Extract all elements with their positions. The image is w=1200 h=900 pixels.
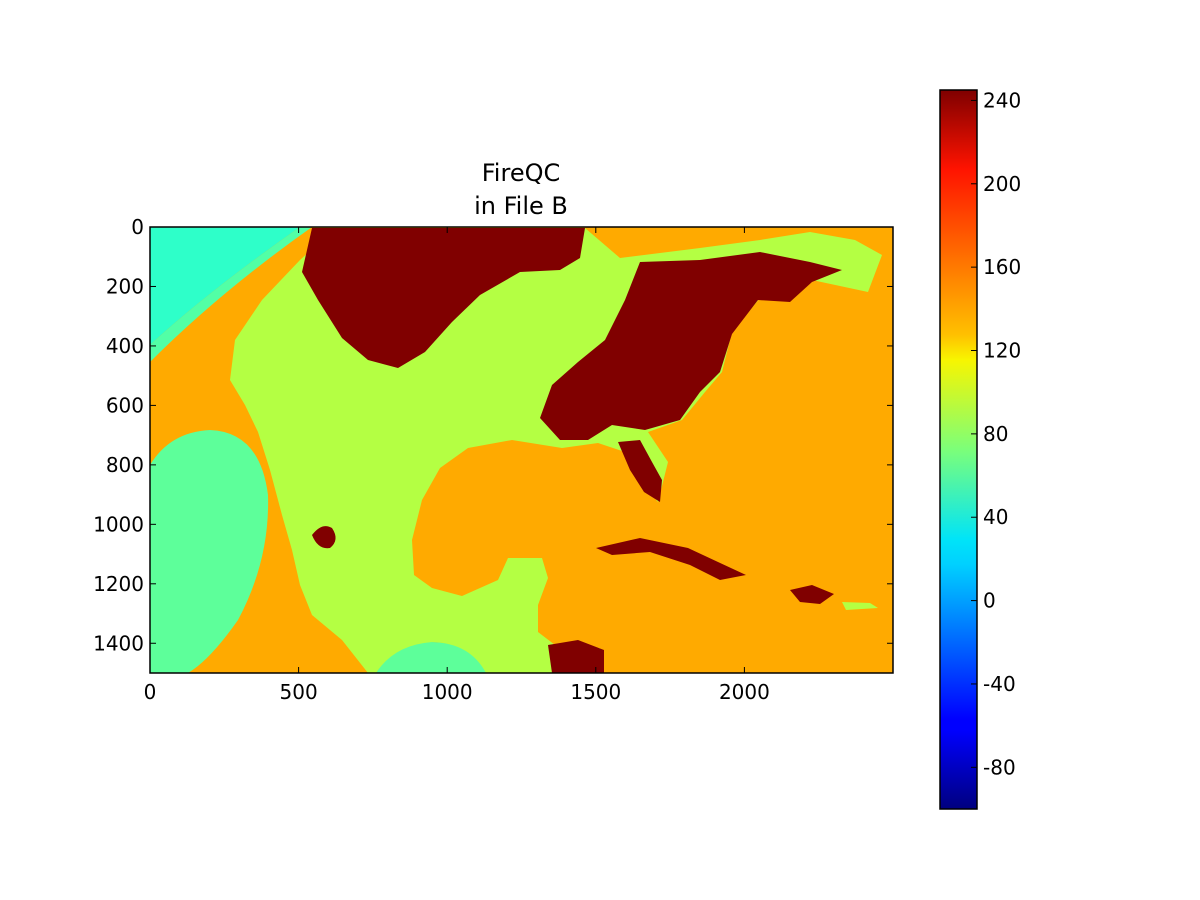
y-axis: 0 200 400 600 800 1000 1200 1400 — [93, 215, 893, 655]
colorbar-tick-label: 200 — [983, 172, 1021, 196]
heatmap-cloud-yucatan — [548, 640, 604, 673]
y-tick-label: 1200 — [93, 572, 144, 596]
colorbar-tick-label: -80 — [983, 755, 1016, 779]
x-axis: 0 500 1000 1500 2000 — [144, 227, 770, 704]
colorbar-tick-label: 40 — [983, 505, 1008, 529]
colorbar-tick-label: 160 — [983, 255, 1021, 279]
x-tick-label: 1000 — [422, 680, 473, 704]
heatmap-offdisk-south — [376, 642, 490, 673]
heatmap-image — [150, 227, 893, 673]
y-tick-label: 600 — [106, 393, 144, 417]
y-tick-label: 200 — [106, 274, 144, 298]
colorbar-tick-label: 240 — [983, 88, 1021, 112]
heatmap-cloud-north — [302, 228, 585, 368]
heatmap-land-caribbean — [842, 602, 878, 610]
heatmap-cloud-east — [540, 252, 842, 440]
colorbar-tick-label: 80 — [983, 422, 1008, 446]
y-tick-label: 1400 — [93, 631, 144, 655]
y-tick-label: 800 — [106, 453, 144, 477]
plot-frame — [149, 226, 894, 674]
heatmap-offdisk-west — [150, 430, 269, 673]
chart-title-line-1: FireQC — [482, 159, 560, 187]
colorbar — [939, 89, 978, 810]
y-tick-label: 0 — [131, 215, 144, 239]
y-tick-label: 1000 — [93, 512, 144, 536]
heatmap-cloud-hispaniola — [790, 585, 834, 604]
colorbar-tick-label: -40 — [983, 672, 1016, 696]
heatmap-cloud-florida — [618, 440, 662, 502]
heatmap-cloud-cuba — [596, 538, 746, 580]
heatmap-corner-region — [150, 227, 300, 345]
x-tick-label: 1500 — [570, 680, 621, 704]
x-tick-label: 500 — [280, 680, 318, 704]
y-tick-label: 400 — [106, 334, 144, 358]
chart-title-line-2: in File B — [474, 192, 568, 220]
colorbar-axis: -80 -40 0 40 80 120 160 200 240 — [971, 88, 1021, 779]
colorbar-tick-label: 0 — [983, 589, 996, 613]
colorbar-tick-label: 120 — [983, 339, 1021, 363]
x-tick-label: 0 — [144, 680, 157, 704]
heatmap-cloud-mexico — [312, 526, 336, 549]
x-tick-label: 2000 — [719, 680, 770, 704]
